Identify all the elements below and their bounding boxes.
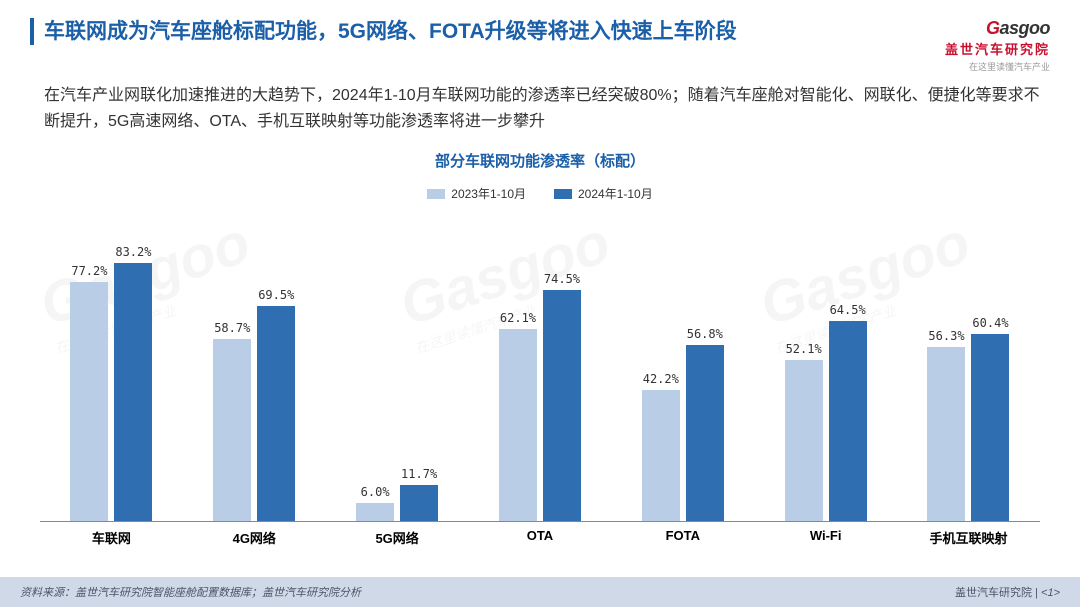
bar-series1: 58.7% (213, 339, 251, 521)
bar-series1: 6.0% (356, 503, 394, 522)
bar-group: 52.1%64.5% (766, 212, 886, 521)
bar-series2: 64.5% (829, 321, 867, 521)
bar-label: 69.5% (258, 288, 294, 302)
x-label: OTA (480, 528, 600, 547)
x-axis: 车联网 4G网络 5G网络 OTA FOTA Wi-Fi 手机互联映射 (40, 528, 1040, 547)
bar-label: 42.2% (643, 372, 679, 386)
bar-group: 6.0% 11.7% (337, 212, 457, 521)
logo-text: Gasgoo (945, 18, 1050, 39)
bar-series1: 77.2% (70, 282, 108, 521)
bar-chart: 77.2%83.2%58.7%69.5%6.0%11.7%62.1%74.5%4… (40, 212, 1040, 522)
footer-source: 资料来源：盖世汽车研究院智能座舱配置数据库；盖世汽车研究院分析 (20, 584, 361, 600)
page-title: 车联网成为汽车座舱标配功能，5G网络、FOTA升级等将进入快速上车阶段 (30, 18, 737, 45)
header: 车联网成为汽车座舱标配功能，5G网络、FOTA升级等将进入快速上车阶段 Gasg… (0, 0, 1080, 73)
bar-label: 77.2% (71, 264, 107, 278)
bar-group: 56.3%60.4% (908, 212, 1028, 521)
subtitle: 在汽车产业网联化加速推进的大趋势下，2024年1-10月车联网功能的渗透率已经突… (0, 73, 1080, 134)
x-label: Wi-Fi (766, 528, 886, 547)
bar-label: 60.4% (972, 316, 1008, 330)
legend-swatch (427, 189, 445, 199)
legend-item: 2023年1-10月 (427, 185, 526, 202)
bar-series2: 69.5% (257, 306, 295, 521)
x-label: 手机互联映射 (908, 528, 1028, 547)
bar-label: 56.3% (928, 329, 964, 343)
bar-series1: 56.3% (927, 347, 965, 522)
bar-series2: 56.8% (686, 345, 724, 521)
x-label: 4G网络 (194, 528, 314, 547)
footer: 资料来源：盖世汽车研究院智能座舱配置数据库；盖世汽车研究院分析 盖世汽车研究院 … (0, 577, 1080, 607)
legend-item: 2024年1-10月 (554, 185, 653, 202)
bar-label: 64.5% (830, 303, 866, 317)
bar-series1: 42.2% (642, 390, 680, 521)
legend-label: 2023年1-10月 (451, 185, 526, 202)
x-label: 5G网络 (337, 528, 457, 547)
bar-group: 62.1%74.5% (480, 212, 600, 521)
bar-series1: 52.1% (785, 360, 823, 522)
logo-subtitle: 盖世汽车研究院 (945, 39, 1050, 58)
legend: 2023年1-10月 2024年1-10月 (0, 185, 1080, 202)
bar-series2: 83.2% (114, 263, 152, 521)
logo: Gasgoo 盖世汽车研究院 在这里读懂汽车产业 (945, 18, 1050, 73)
logo-tagline: 在这里读懂汽车产业 (945, 60, 1050, 73)
bar-label: 56.8% (687, 327, 723, 341)
legend-swatch (554, 189, 572, 199)
bar-series2: 11.7% (400, 485, 438, 521)
bar-series2: 60.4% (971, 334, 1009, 521)
footer-right: 盖世汽车研究院 | <1> (955, 584, 1060, 600)
x-label: FOTA (623, 528, 743, 547)
bar-group: 77.2%83.2% (51, 212, 171, 521)
bar-label: 83.2% (115, 245, 151, 259)
bar-group: 42.2%56.8% (623, 212, 743, 521)
chart-title: 部分车联网功能渗透率（标配） (0, 150, 1080, 171)
bar-series2: 74.5% (543, 290, 581, 521)
bar-group: 58.7%69.5% (194, 212, 314, 521)
bar-label: 11.7% (401, 467, 437, 481)
bar-series1: 62.1% (499, 329, 537, 522)
legend-label: 2024年1-10月 (578, 185, 653, 202)
bar-label: 74.5% (544, 272, 580, 286)
x-label: 车联网 (51, 528, 171, 547)
bar-label: 62.1% (500, 311, 536, 325)
bar-label: 6.0% (361, 485, 390, 499)
bar-label: 52.1% (786, 342, 822, 356)
bar-label: 58.7% (214, 321, 250, 335)
